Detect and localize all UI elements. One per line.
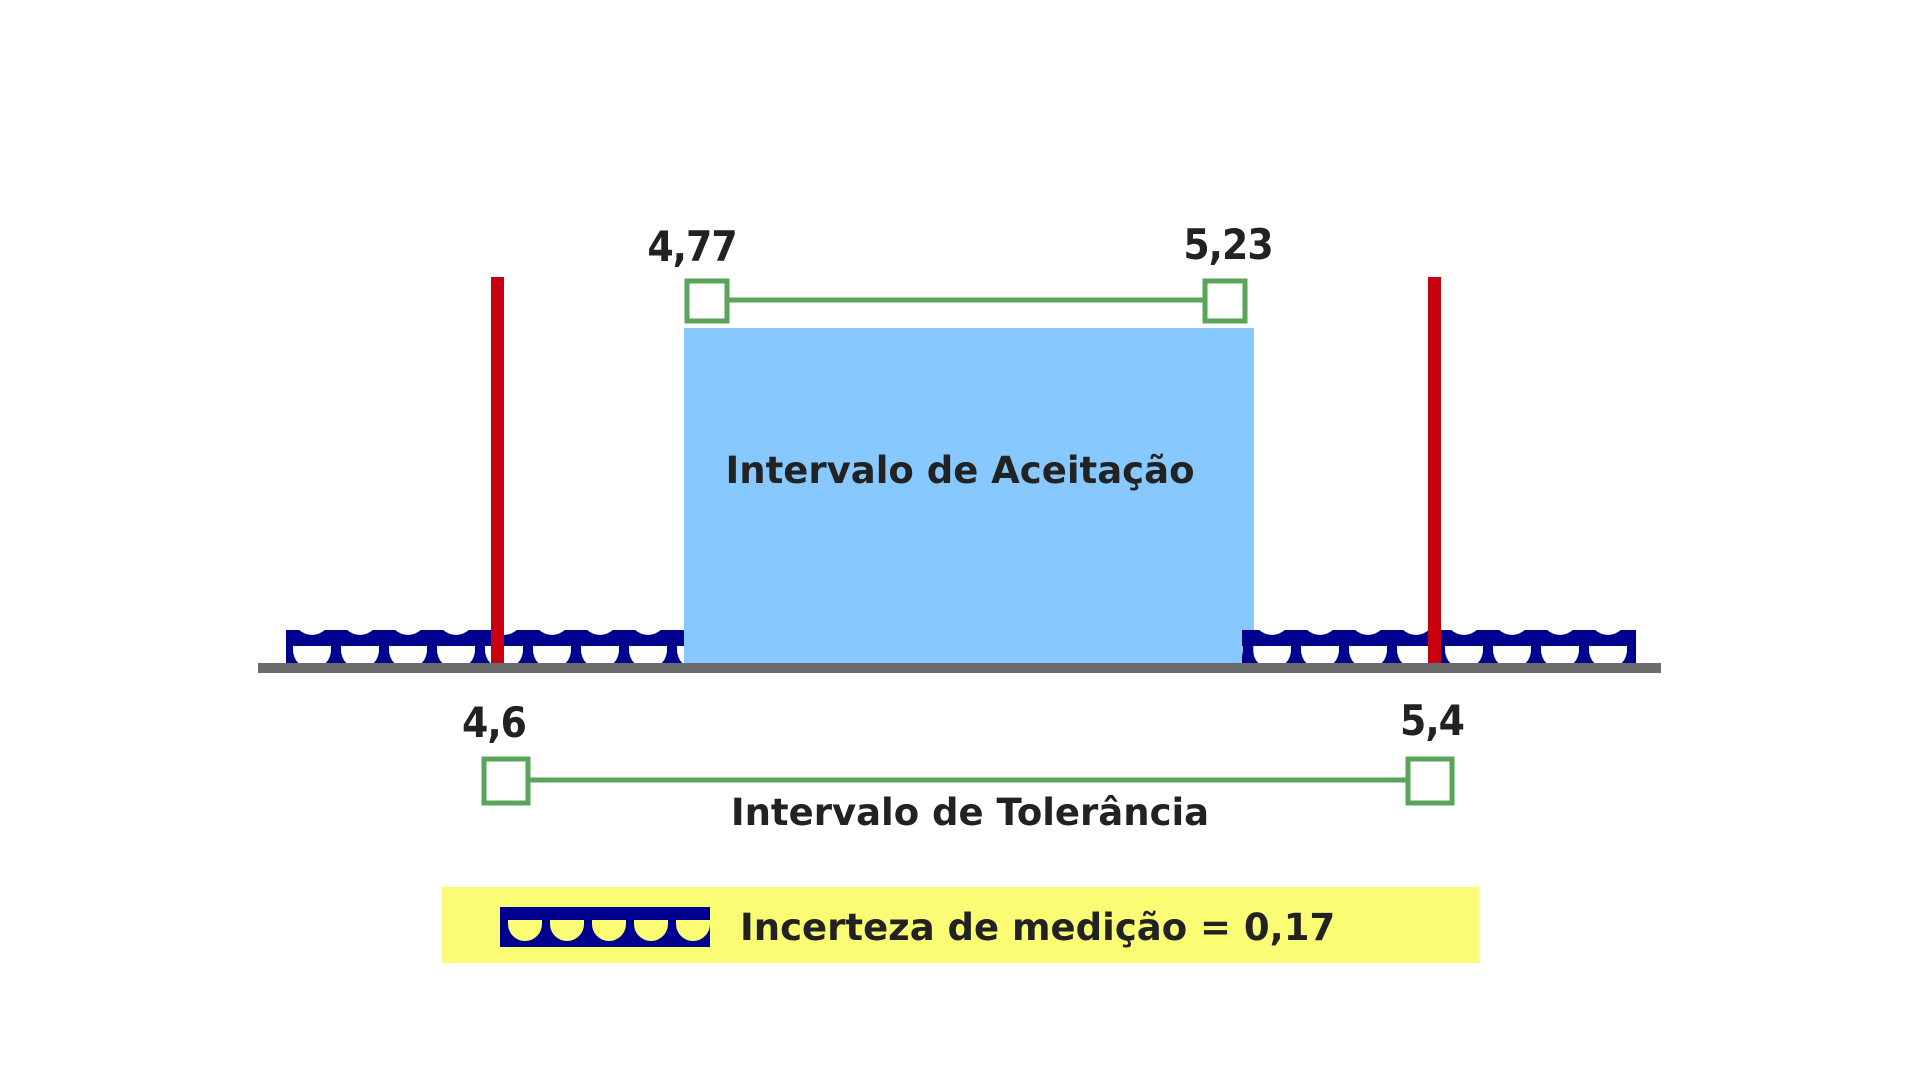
tolerance-upper-value: 5,4 [1400, 696, 1464, 745]
acceptance-lower-square [684, 278, 730, 324]
acceptance-zone [684, 328, 1254, 664]
tolerance-upper-square [1405, 756, 1455, 806]
acceptance-interval-marker [684, 278, 1248, 324]
tolerance-lower-value: 4,6 [462, 698, 526, 747]
tolerance-label: Intervalo de Tolerância [731, 791, 1209, 834]
measurement-axis [258, 663, 1661, 673]
acceptance-label: Intervalo de Aceitação [726, 449, 1195, 492]
uncertainty-band-left [286, 630, 684, 664]
acceptance-upper-value: 5,23 [1183, 220, 1272, 269]
wave-pattern-icon [500, 907, 710, 947]
upper-limit-line [1428, 277, 1441, 663]
acceptance-upper-square [1202, 278, 1248, 324]
lower-limit-line [491, 277, 504, 663]
legend: Incerteza de medição = 0,17 [442, 887, 1479, 963]
tolerance-interval-marker [481, 756, 1455, 806]
legend-text: Incerteza de medição = 0,17 [740, 906, 1335, 949]
acceptance-lower-value: 4,77 [647, 222, 736, 271]
tolerance-lower-square [481, 756, 531, 806]
